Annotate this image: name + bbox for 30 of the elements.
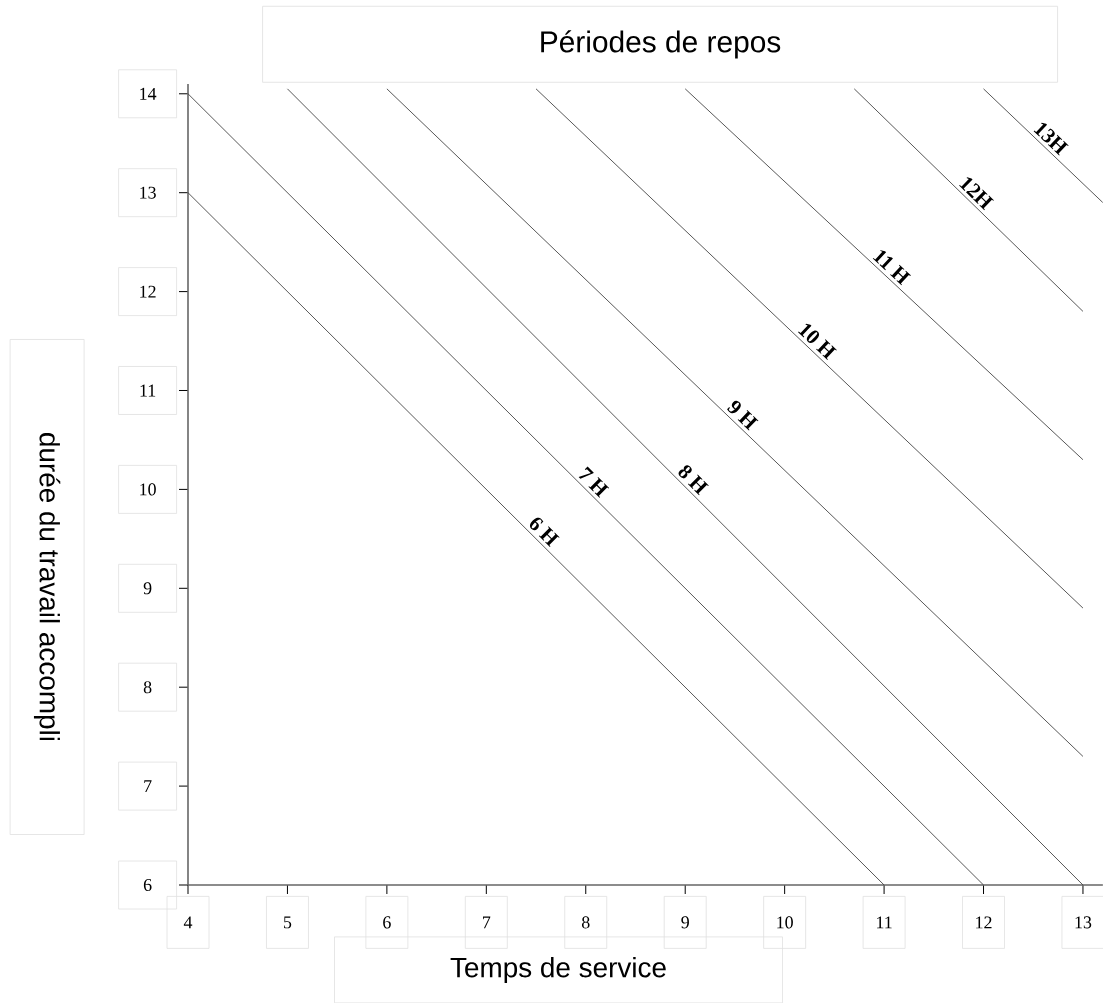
x-tick-label: 5 [284,916,292,929]
x-axis-title: Temps de service [450,956,666,983]
x-tick-label: 11 [877,916,892,929]
y-axis-title: durée du travail accompli [33,433,61,741]
x-tick-label: 13 [1075,916,1092,929]
x-tick-label: 9 [681,916,689,929]
x-tick-label: 8 [581,916,590,929]
chart-title: Périodes de repos [541,30,781,59]
y-tick-label: 13 [140,186,156,199]
y-tick-label: 14 [140,87,157,100]
x-tick-label: 4 [183,916,193,929]
y-tick-label: 8 [143,681,152,694]
y-tick-label: 6 [143,878,152,892]
x-tick-label: 6 [383,916,391,929]
text: 9 H [727,400,759,431]
x-tick-label: 10 [777,916,793,929]
x-tick-label: 7 [483,916,491,929]
text: 13H [1033,122,1069,156]
y-tick-label: 12 [140,285,156,298]
y-tick-label: 7 [144,780,152,792]
x-tick-label: 12 [976,916,992,929]
y-tick-label: 9 [143,582,152,595]
text: 12H [959,177,994,211]
y-tick-label: 10 [140,483,156,496]
text: 10 H [798,323,837,360]
text: 11 H [872,250,911,286]
y-tick-label: 11 [140,384,156,397]
text: 7 H [578,466,610,498]
text: 8 H [678,465,709,496]
text: 6 H [529,517,560,548]
